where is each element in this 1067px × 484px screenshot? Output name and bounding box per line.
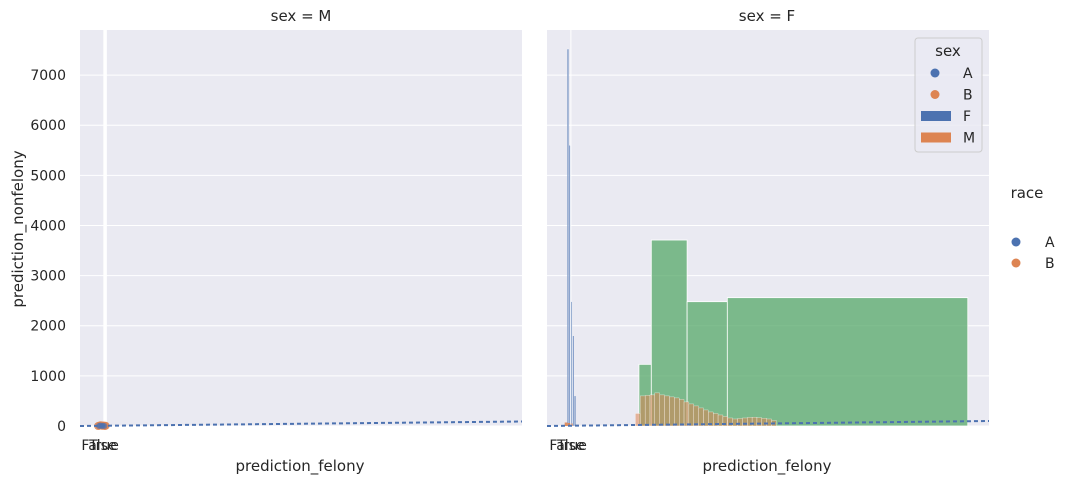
legend-label-a: A — [963, 66, 973, 82]
chart-marks — [546, 30, 990, 427]
y-tick-label: 2000 — [30, 319, 66, 335]
x-tick-label-true: True — [88, 438, 119, 454]
legend-marker-a — [1011, 237, 1021, 247]
orange-bar — [742, 417, 748, 427]
legend-patch-f — [921, 111, 951, 121]
y-tick-label: 1000 — [30, 369, 66, 385]
y-tick-label: 0 — [57, 419, 66, 435]
y-tick-label: 4000 — [30, 218, 66, 234]
orange-bar — [654, 392, 660, 427]
histogram-bar-f — [572, 335, 575, 427]
trend-line — [546, 419, 990, 427]
orange-bar — [644, 395, 651, 427]
orange-bar — [683, 401, 690, 427]
y-tick-label: 3000 — [30, 269, 66, 285]
histogram-bar-m — [567, 422, 570, 426]
x-axis-label: prediction_felony — [703, 457, 832, 476]
orange-bar — [732, 418, 738, 427]
legend-label-f: F — [963, 109, 971, 125]
plot-background — [80, 30, 522, 426]
histogram-bar-f — [574, 395, 576, 427]
facet-title: sex = M — [271, 7, 332, 25]
histogram-bar-f — [568, 145, 571, 427]
y-tick-label: 5000 — [30, 168, 66, 184]
histogram-bar — [726, 297, 969, 427]
facet-panel-sex-f: sex = F False True prediction_felony sex… — [546, 7, 990, 476]
legend-label-b: B — [963, 88, 973, 104]
x-axis-label: prediction_felony — [236, 457, 365, 476]
facet-title: sex = F — [739, 7, 795, 25]
legend-label-m: M — [963, 131, 975, 147]
y-tick-label: 6000 — [30, 118, 66, 134]
legend-label-a: A — [1045, 235, 1055, 251]
orange-bar — [669, 396, 675, 427]
x-tick-label-true: True — [556, 438, 587, 454]
outer-legend: race A B — [1011, 184, 1055, 272]
y-axis-label: prediction_nonfelony — [9, 150, 28, 307]
legend-title: sex — [935, 42, 961, 60]
orange-bar — [761, 418, 767, 427]
orange-bar — [679, 399, 685, 427]
legend-frame — [914, 37, 983, 153]
histogram-bar-f — [567, 48, 569, 427]
chart-marks — [79, 30, 523, 430]
orange-bar — [659, 394, 665, 427]
orange-bar — [649, 394, 655, 427]
orange-bar — [664, 395, 670, 427]
y-tick-label: 7000 — [30, 68, 66, 84]
orange-bar — [766, 418, 772, 427]
trend-line — [79, 420, 523, 427]
legend-marker-a — [930, 68, 940, 78]
orange-bar — [756, 417, 762, 427]
legend-label-b: B — [1045, 256, 1055, 272]
orange-bar — [751, 417, 758, 427]
x-tick-label-false: False — [549, 438, 584, 454]
orange-bar — [693, 405, 699, 427]
legend-title: race — [1011, 184, 1044, 202]
orange-bar — [640, 395, 646, 427]
orange-bar — [688, 403, 694, 427]
orange-bar — [747, 417, 753, 427]
y-tick-labels: 0 1000 2000 3000 4000 5000 6000 7000 — [30, 68, 66, 435]
legend-marker-b — [1011, 258, 1021, 268]
orange-bar — [674, 397, 680, 427]
facet-panel-sex-m: sex = M 0 1000 2000 3000 4000 5000 6000 7000 Fa… — [9, 7, 523, 476]
grid-lines — [80, 74, 522, 427]
legend-patch-m — [921, 132, 951, 143]
histogram-bar-m — [564, 422, 568, 426]
x-tick-label-false: False — [81, 438, 116, 454]
orange-bar — [737, 418, 743, 427]
legend-marker-b — [930, 90, 940, 99]
